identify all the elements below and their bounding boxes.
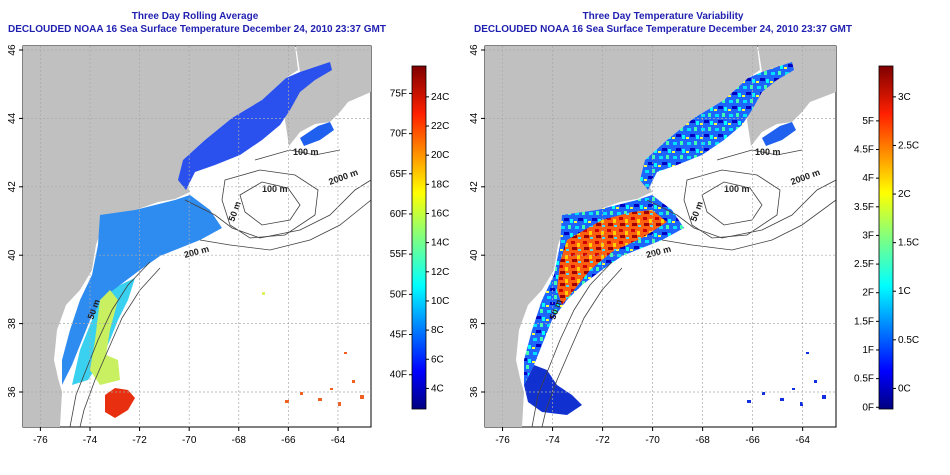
right-variability-offshore-speckles [747, 352, 826, 406]
right-variability-high-zone [557, 210, 667, 305]
colorbar-fahrenheit-label: 60F [390, 209, 407, 220]
colorbar-fahrenheit-label: 1F [862, 345, 874, 356]
colorbar-celsius-label: 16C [431, 208, 449, 219]
y-tick-label: 46 [469, 44, 480, 56]
left-sst-bay-of-fundy [300, 122, 334, 146]
x-tick-label: -64 [795, 435, 810, 446]
colorbar-celsius-label: 18C [431, 179, 449, 190]
colorbar-fahrenheit-label: 5F [862, 116, 874, 127]
left-bathymetry-contours [69, 149, 371, 427]
y-tick-label: 36 [7, 386, 18, 398]
colorbar-fahrenheit-label: 3.5F [854, 202, 874, 213]
x-tick-label: -64 [331, 435, 346, 446]
right-bathymetry-contours [531, 149, 836, 427]
x-tick-label: -74 [83, 435, 98, 446]
left-sst-gulfstream-eddy [105, 388, 135, 418]
colorbar-fahrenheit-label: 50F [390, 289, 407, 300]
left-gridlines [23, 46, 371, 427]
y-tick-label: 46 [7, 44, 18, 56]
x-tick-label: -70 [645, 435, 660, 446]
left-land-mass [23, 46, 371, 427]
colorbar-celsius-label: 4C [431, 383, 444, 394]
x-tick-label: -74 [545, 435, 560, 446]
x-tick-label: -72 [132, 435, 147, 446]
colorbar-celsius-label: 1C [898, 286, 911, 297]
y-tick-label: 40 [469, 249, 480, 261]
left-map-title: Three Day Rolling Average DECLOUDED NOAA… [8, 10, 386, 36]
colorbar-fahrenheit-label: 2.5F [854, 259, 874, 270]
right-colorbar-labels: 3C 2.5C 2C 1.5C 1C 0.5C 0C 5F 4.5F 4F 3.5F 3F 2.5F 2F… [854, 92, 919, 413]
x-tick-label: -66 [745, 435, 760, 446]
colorbar-celsius-label: 0C [898, 383, 911, 394]
y-tick-label: 44 [7, 112, 18, 124]
colorbar-fahrenheit-label: 0.5F [854, 374, 874, 385]
right-map-title: Three Day Temperature Variability DECLOU… [470, 10, 856, 36]
colorbar-celsius-label: 2.5C [898, 140, 919, 151]
y-tick-label: 42 [469, 181, 480, 193]
y-tick-label: 40 [7, 249, 18, 261]
x-tick-label: -66 [281, 435, 296, 446]
colorbar-fahrenheit-label: 4.5F [854, 145, 874, 156]
x-tick-label: -76 [33, 435, 48, 446]
x-tick-label: -76 [495, 435, 510, 446]
y-tick-label: 38 [7, 318, 18, 330]
colorbar-celsius-label: 20C [431, 150, 449, 161]
right-title-line2: DECLOUDED NOAA 16 Sea Surface Temperatur… [474, 24, 852, 35]
left-contour-label: 100 m [293, 147, 319, 157]
right-contour-label: 100 m [755, 147, 781, 157]
colorbar-fahrenheit-label: 4F [862, 173, 874, 184]
colorbar-celsius-label: 6C [431, 354, 444, 365]
y-tick-label: 44 [469, 112, 480, 124]
colorbar-fahrenheit-label: 70F [390, 129, 407, 140]
colorbar-celsius-label: 22C [431, 121, 449, 132]
x-tick-label: -68 [232, 435, 247, 446]
colorbar-celsius-label: 10C [431, 296, 449, 307]
colorbar-celsius-label: 2C [898, 189, 911, 200]
y-tick-label: 42 [7, 181, 18, 193]
left-sst-gulf-of-maine [178, 62, 332, 190]
colorbar-fahrenheit-label: 75F [390, 88, 407, 99]
right-land-mass [485, 46, 836, 427]
colorbar-celsius-label: 0.5C [898, 335, 919, 346]
left-colorbar [411, 65, 427, 410]
left-contour-label: 100 m [262, 184, 288, 194]
colorbar-celsius-label: 12C [431, 267, 449, 278]
right-variability-bay-of-fundy [762, 122, 796, 146]
colorbar-celsius-label: 24C [431, 92, 449, 103]
y-tick-label: 36 [469, 386, 480, 398]
x-tick-label: -68 [695, 435, 710, 446]
right-colorbar [878, 65, 894, 410]
colorbar-celsius-label: 3C [898, 92, 911, 103]
colorbar-fahrenheit-label: 1.5F [854, 316, 874, 327]
left-colorbar-labels: 24C 22C 20C 18C 16C 14C 12C 10C 8C 6C 4C 75F 70F 65F 6… [390, 88, 450, 394]
left-sst-shelf [62, 195, 222, 385]
right-map-panel: 100 m 100 m 50 m 2000 m 200 m 50 m -76 -7… [469, 44, 919, 446]
left-title-line2: DECLOUDED NOAA 16 Sea Surface Temperatur… [8, 24, 386, 35]
right-title-line1: Three Day Temperature Variability [582, 11, 744, 22]
colorbar-fahrenheit-label: 0F [862, 402, 874, 413]
colorbar-fahrenheit-label: 55F [390, 249, 407, 260]
right-variability-gulf-of-maine [640, 62, 794, 190]
colorbar-celsius-label: 1.5C [898, 238, 919, 249]
left-title-line1: Three Day Rolling Average [131, 11, 259, 22]
y-tick-label: 38 [469, 318, 480, 330]
colorbar-fahrenheit-label: 3F [862, 230, 874, 241]
colorbar-fahrenheit-label: 65F [390, 169, 407, 180]
colorbar-fahrenheit-label: 45F [390, 330, 407, 341]
right-contour-label: 100 m [724, 184, 750, 194]
colorbar-fahrenheit-label: 40F [390, 370, 407, 381]
colorbar-fahrenheit-label: 2F [862, 288, 874, 299]
left-axis-ticks: -76 -74 -72 -70 -68 -66 -64 36 38 40 42 44 46 [7, 44, 346, 446]
left-sst-offshore-warm-speckles [262, 292, 364, 406]
right-variability-shelf [524, 195, 684, 385]
right-axis-ticks: -76 -74 -72 -70 -68 -66 -64 36 38 40 42 44 46 [469, 44, 810, 446]
x-tick-label: -70 [182, 435, 197, 446]
left-sst-hatteras-warm [90, 290, 120, 385]
colorbar-celsius-label: 14C [431, 238, 449, 249]
colorbar-celsius-label: 8C [431, 325, 444, 336]
left-map-panel: 100 m 100 m 50 m 2000 m 200 m 50 m -76 -7… [7, 44, 449, 446]
x-tick-label: -72 [595, 435, 610, 446]
right-gridlines [485, 46, 836, 427]
